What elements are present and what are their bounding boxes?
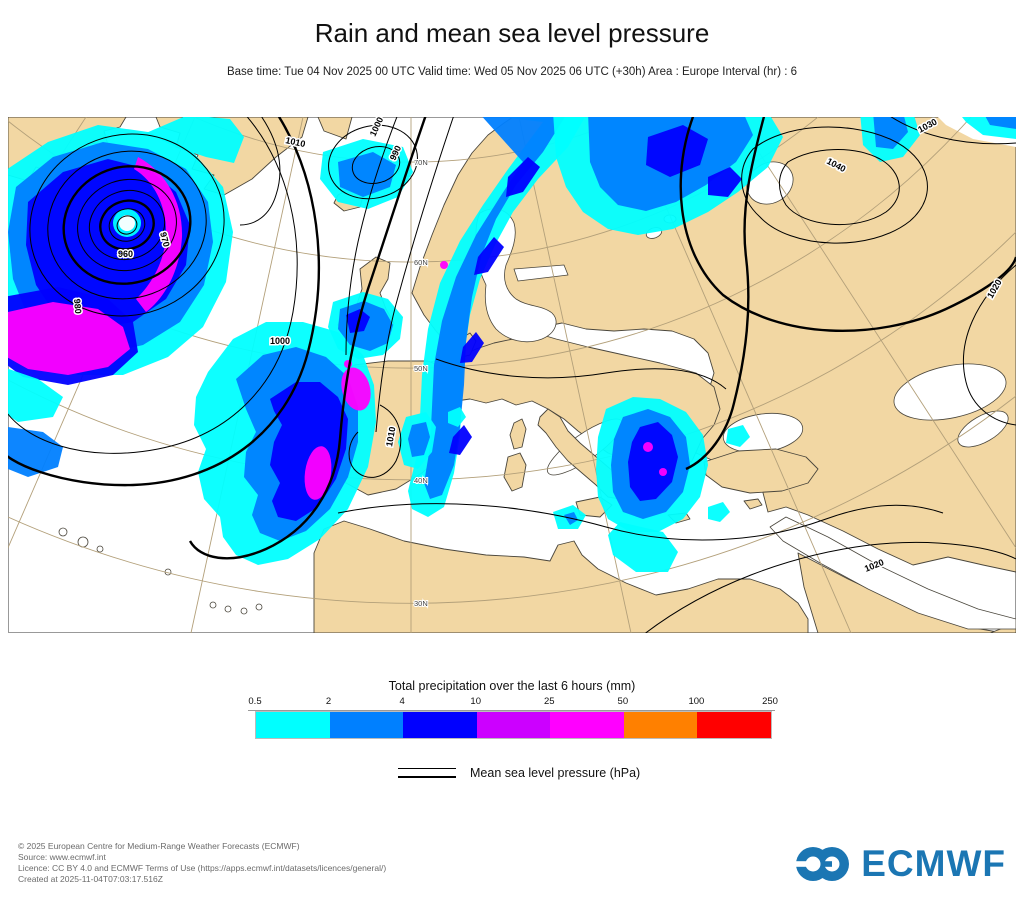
- colorbar-tick: 10: [470, 696, 481, 707]
- lat-label: 70N: [414, 158, 428, 167]
- colorbar-segment: [550, 712, 624, 738]
- source-line: Source: www.ecmwf.int: [18, 852, 106, 862]
- weather-map-svg: 1010 1000 990 960 970 980 1000 1040 1030…: [8, 117, 1016, 633]
- colorbar-segment: [329, 712, 404, 738]
- precipitation-field: [8, 117, 1016, 572]
- colorbar-tick: 50: [617, 696, 629, 707]
- isobar-label: 980: [72, 298, 83, 314]
- isobar-label: 1000: [270, 336, 290, 346]
- colorbar-ruler: [248, 710, 775, 711]
- colorbar-tick: 250: [762, 696, 778, 707]
- colorbar-tick: 100: [688, 696, 705, 707]
- footer-attribution: © 2025 European Centre for Medium-Range …: [18, 841, 386, 885]
- colorbar-tick: 4: [399, 696, 405, 707]
- precip-legend-title: Total precipitation over the last 6 hour…: [388, 679, 636, 693]
- mslp-legend: Mean sea level pressure (hPa): [398, 760, 640, 786]
- colorbar-segment: [623, 712, 698, 738]
- lat-label: 40N: [414, 476, 428, 485]
- colorbar-segment: [256, 712, 330, 738]
- created-line: Created at 2025-11-04T07:03:17.516Z: [18, 874, 163, 884]
- lat-label: 60N: [414, 258, 428, 267]
- isobars: [8, 117, 1016, 633]
- ecmwf-logo-text: ECMWF: [861, 843, 1006, 884]
- weather-map: 1010 1000 990 960 970 980 1000 1040 1030…: [8, 117, 1016, 633]
- lat-label: 30N: [414, 599, 428, 608]
- precip-ticks: 0.5 2 4 10 25 50 100 250: [248, 696, 778, 708]
- colorbar-tick: 0.5: [248, 696, 262, 707]
- isobar-line-sample: [398, 768, 456, 778]
- ecmwf-logo-icon: [791, 847, 850, 881]
- colorbar-segment: [697, 712, 772, 738]
- lat-label: 50N: [414, 364, 428, 373]
- mslp-legend-label: Mean sea level pressure (hPa): [470, 766, 641, 780]
- colorbar-tick: 25: [543, 696, 555, 707]
- colorbar-segment: [476, 712, 551, 738]
- precip-colorbar: [255, 711, 772, 739]
- page-title: Rain and mean sea level pressure: [314, 18, 710, 48]
- colorbar-tick: 2: [325, 696, 332, 707]
- licence-line: Licence: CC BY 4.0 and ECMWF Terms of Us…: [18, 863, 387, 873]
- isobar-label: 960: [118, 249, 133, 259]
- colorbar-segment: [403, 712, 477, 738]
- page-subtitle: Base time: Tue 04 Nov 2025 00 UTC Valid …: [226, 66, 798, 78]
- ecmwf-logo: ECMWF: [791, 843, 1006, 885]
- copyright-line: © 2025 European Centre for Medium-Range …: [18, 841, 300, 851]
